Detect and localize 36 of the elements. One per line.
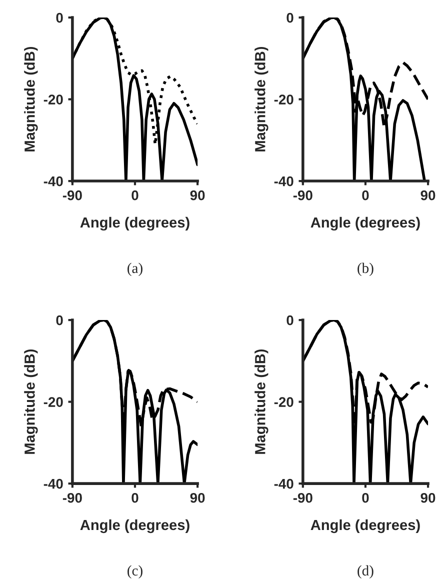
y-tick-label: 0 [56,12,63,23]
x-axis-title: Angle (degrees) [80,519,190,534]
x-axis-title: Angle (degrees) [310,519,420,534]
y-axis-title: Magnitude (dB) [254,349,268,454]
x-tick-label: 0 [132,190,138,200]
x-tick-label: 0 [362,492,369,503]
y-tick-label: 0 [56,315,63,326]
x-axis-title: Angle (degrees) [80,216,190,231]
y-axis-title: Magnitude (dB) [254,46,268,152]
y-axis-title: Magnitude (dB) [24,349,38,454]
x-tick-label: 90 [420,492,436,503]
y-tick-label: 0 [286,315,294,326]
x-tick-label: 90 [190,190,205,200]
y-tick-label: -40 [44,478,63,489]
text: (c) [128,565,142,579]
x-tick-label: 90 [190,492,205,503]
y-tick-label: -40 [44,176,63,186]
x-tick-label: 0 [132,492,138,503]
x-tick-label: -90 [293,492,312,503]
y-axis-title: Magnitude (dB) [24,46,38,152]
text: (d) [358,565,374,579]
x-tick-label: 0 [362,190,369,200]
y-tick-label: 0 [286,12,294,23]
x-axis-title: Angle (degrees) [310,216,420,231]
text: (a) [128,262,142,276]
y-tick-label: -40 [274,478,294,489]
y-tick-label: -20 [44,94,63,104]
x-tick-label: -90 [62,492,82,503]
x-tick-label: 90 [420,190,436,200]
y-tick-label: -20 [274,397,294,407]
text: (b) [358,262,374,276]
y-tick-label: -20 [274,94,294,104]
x-tick-label: -90 [293,190,312,200]
y-tick-label: -20 [44,397,63,407]
x-tick-label: -90 [62,190,82,200]
y-tick-label: -40 [274,176,294,186]
